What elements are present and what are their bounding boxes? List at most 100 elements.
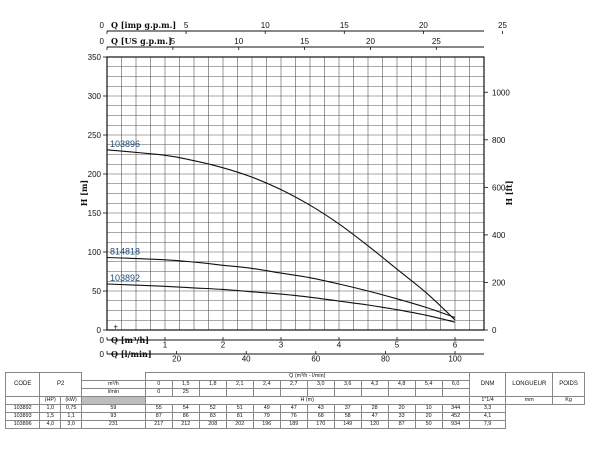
m3h-tick-label: 1 — [163, 341, 168, 350]
head-cell: 47 — [360, 412, 389, 421]
unit-kw: (kW) — [60, 396, 83, 405]
hp-cell: 4,0 — [39, 420, 62, 429]
head-cell: 43 — [306, 404, 335, 413]
head-cell: 10 — [414, 404, 443, 413]
m3h-value: 3,6 — [333, 380, 362, 389]
head-cell: 47 — [279, 404, 308, 413]
m3h-value: 0 — [144, 380, 173, 389]
code-cell: 103892 — [4, 404, 41, 413]
head-cell: 51 — [225, 404, 254, 413]
curve-103896 — [106, 149, 456, 321]
units-blank — [4, 396, 41, 405]
right-tick-label: 1000 — [492, 88, 510, 97]
m3h-value: 5,4 — [414, 380, 443, 389]
units-row: (HP) (kW) H (m) 1"1/4 mm Kg — [4, 396, 585, 405]
lmin-tick-label: 20 — [172, 355, 181, 364]
m3h-tick-label: 4 — [337, 341, 342, 350]
right-tick-label: 400 — [492, 231, 506, 240]
curve-103892 — [106, 283, 456, 323]
unit-hp: (HP) — [39, 396, 62, 405]
imp-zero-label: 0 — [100, 21, 105, 30]
lmin-value: 0 — [144, 388, 173, 397]
m3h-value: 2,1 — [225, 380, 254, 389]
table-row: 103892 1,0 0,75 59 55 54 52 51 49 47 43 37 28 20 10 344… — [4, 404, 585, 413]
h-m-axis-label: H [m] — [79, 180, 89, 206]
curve-814818 — [106, 256, 456, 319]
plot-border — [106, 56, 485, 331]
lmin-tick-label: 80 — [381, 355, 390, 364]
lmin-tick-label: 60 — [311, 355, 320, 364]
lmin-empty — [252, 388, 281, 397]
m3h-label: m³/h — [81, 380, 146, 389]
weight-cell: 4,1 — [468, 412, 507, 421]
head-cell: 59 — [81, 404, 146, 413]
lmin-empty — [387, 388, 416, 397]
head-cell: 170 — [306, 420, 335, 429]
length-cell: 452 — [441, 412, 470, 421]
right-tick-label: 0 — [492, 326, 497, 335]
m3h-value: 4,2 — [360, 380, 389, 389]
head-cell: 81 — [225, 412, 254, 421]
head-cell: 20 — [414, 412, 443, 421]
us-zero-label: 0 — [100, 37, 105, 46]
lmin-empty — [306, 388, 335, 397]
lmin-empty — [225, 388, 254, 397]
lmin-tick-label: 40 — [242, 355, 251, 364]
head-cell: 20 — [387, 404, 416, 413]
lmin-empty — [279, 388, 308, 397]
m3h-axis-label: Q [m³/h] — [111, 335, 149, 345]
right-tick-label: 200 — [492, 278, 506, 287]
us-tick-label: 15 — [300, 37, 309, 46]
left-tick-label: 50 — [92, 287, 101, 296]
dnm-value: 1"1/4 — [468, 396, 507, 405]
m3h-value: 1,8 — [198, 380, 227, 389]
head-cell: 52 — [198, 404, 227, 413]
left-tick-label: 200 — [88, 170, 102, 179]
imp-tick-label: 5 — [184, 21, 189, 30]
m3h-tick-label: 5 — [395, 341, 400, 350]
longueur-header: LONGUEUR — [505, 372, 554, 397]
table-row: 103893 1,5 1,1 93 87 86 83 81 79 76 68 58 47 33 20 452 4… — [4, 412, 585, 421]
q-spacer — [81, 372, 146, 381]
head-cell: 86 — [171, 412, 200, 421]
code-cell: 103893 — [4, 412, 41, 421]
m3h-tick-label: 3 — [279, 341, 284, 350]
lmin-empty — [360, 388, 389, 397]
kw-cell: 3,0 — [60, 420, 83, 429]
lmin-zero-label: 0 — [100, 350, 105, 359]
unit-mm: mm — [505, 396, 554, 405]
m3h-value: 4,8 — [387, 380, 416, 389]
m3h-value: 2,4 — [252, 380, 281, 389]
imp-axis-label: Q [imp g.p.m.] — [111, 20, 176, 30]
m3h-value: 2,7 — [279, 380, 308, 389]
h-ft-axis-label: H [ft] — [504, 180, 514, 205]
lmin-value: 25 — [171, 388, 200, 397]
m3h-tick-label: 6 — [453, 341, 458, 350]
us-tick-label: 20 — [366, 37, 375, 46]
head-cell: 217 — [144, 420, 173, 429]
head-cell: 212 — [171, 420, 200, 429]
head-cell: 50 — [414, 420, 443, 429]
chart-grid — [106, 56, 485, 331]
code-cell: 103896 — [4, 420, 41, 429]
m3h-value: 6,0 — [441, 380, 470, 389]
length-cell: 344 — [441, 404, 470, 413]
lmin-tick-label: 100 — [448, 355, 462, 364]
length-cell: 934 — [441, 420, 470, 429]
performance-table: CODE P2 Q (m³/h - l/min) DNM LONGUEUR PO… — [4, 372, 585, 429]
hp-cell: 1,5 — [39, 412, 62, 421]
left-tick-label: 250 — [88, 131, 102, 140]
head-cell: 28 — [360, 404, 389, 413]
us-tick-label: 10 — [234, 37, 243, 46]
code-header: CODE — [4, 372, 41, 397]
h-header: H (m) — [144, 396, 470, 405]
head-cell: 196 — [252, 420, 281, 429]
head-cell: 49 — [252, 404, 281, 413]
m3h-zero-label: 0 — [100, 336, 105, 345]
m3h-tick-label: 2 — [221, 341, 226, 350]
curve-label-814818: 814818 — [110, 246, 140, 256]
m3h-value: 3,0 — [306, 380, 335, 389]
